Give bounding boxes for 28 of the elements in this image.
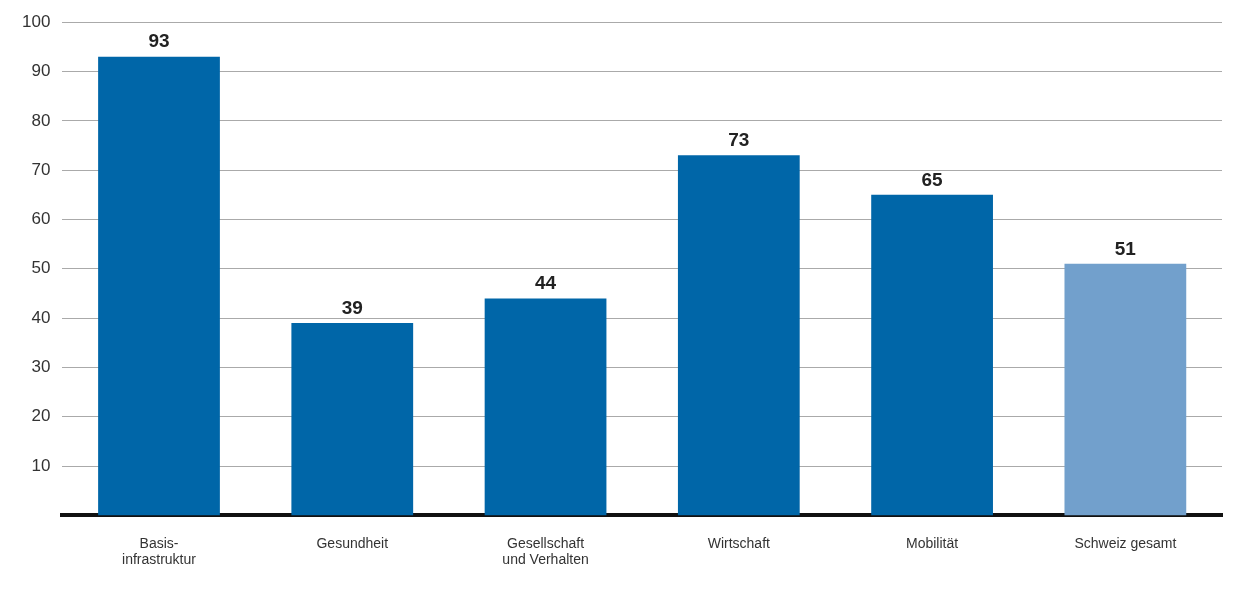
bar: [484, 298, 607, 516]
y-tick-label: 50: [31, 258, 51, 278]
x-tick-label: Gesundheit: [316, 534, 389, 551]
data-label: 73: [728, 129, 750, 151]
y-tick-label: 60: [31, 209, 51, 229]
bar: [291, 323, 414, 516]
x-tick-label: Mobilität: [906, 534, 959, 551]
y-tick-label: 40: [31, 307, 51, 327]
y-tick-label: 70: [31, 159, 51, 179]
data-label: 39: [341, 296, 363, 318]
bar: [677, 155, 800, 516]
x-tick-label: Wirtschaft: [707, 534, 771, 551]
y-tick-label: 80: [31, 110, 51, 130]
x-tick-label: Basis- infrastruktur: [122, 534, 197, 568]
bar: [1064, 263, 1187, 516]
bar: [98, 56, 220, 516]
y-tick-label: 10: [31, 455, 51, 475]
data-label: 44: [534, 272, 557, 294]
y-tick-label: 30: [31, 357, 51, 377]
bar: [871, 194, 993, 516]
x-tick-label: Schweiz gesamt: [1074, 534, 1177, 551]
y-tick-label: 90: [31, 61, 51, 81]
y-tick-label: 100: [21, 11, 51, 31]
x-tick-label: Gesellschaft und Verhalten: [502, 534, 589, 568]
data-label: 51: [1114, 237, 1137, 259]
y-tick-label: 20: [31, 406, 51, 426]
data-label: 65: [921, 168, 944, 190]
data-label: 93: [148, 30, 170, 52]
